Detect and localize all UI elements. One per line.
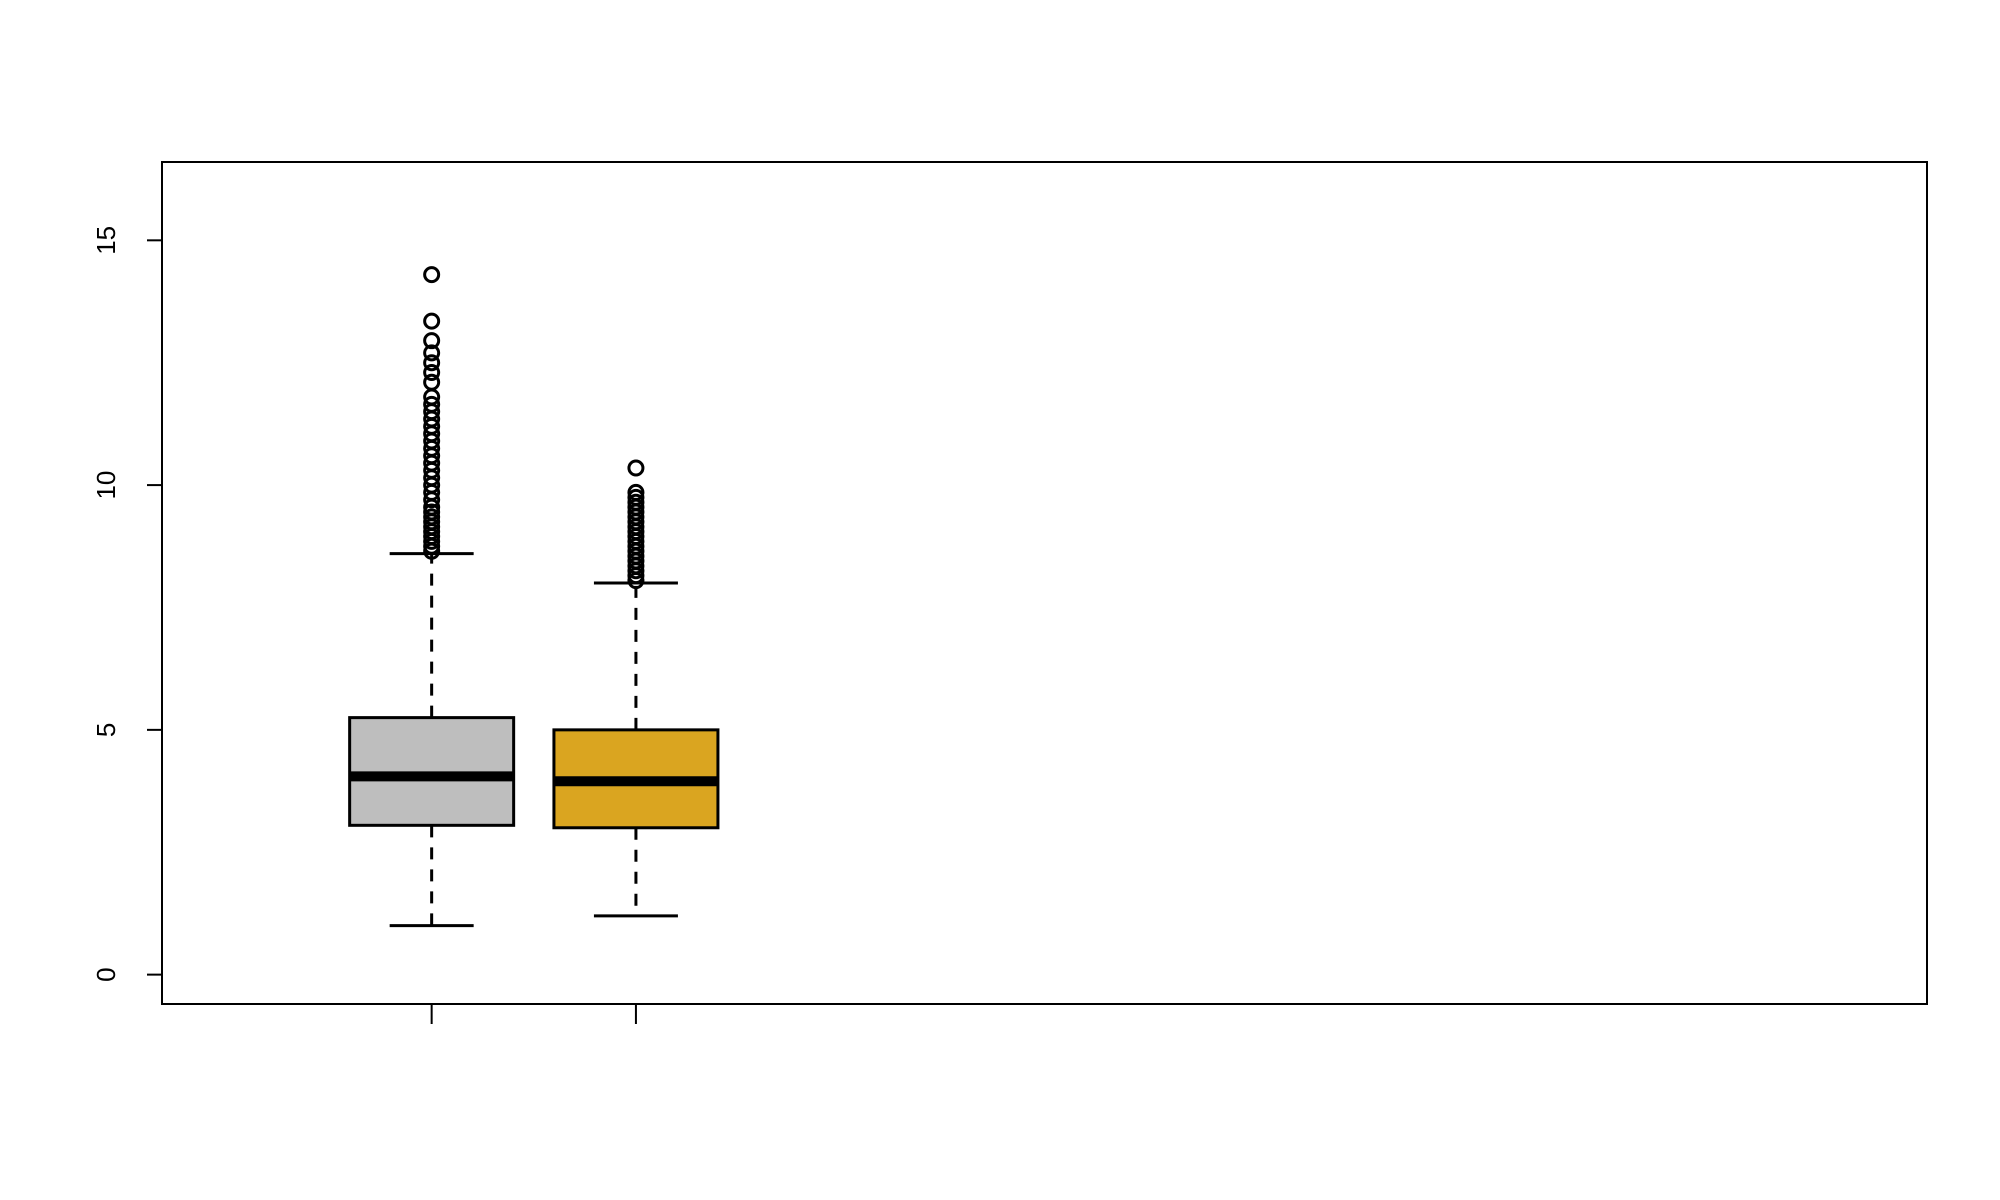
outlier-point xyxy=(627,488,645,506)
outlier-point xyxy=(423,508,441,526)
outlier-point xyxy=(423,266,441,284)
outlier-point xyxy=(627,493,645,511)
outlier-point xyxy=(423,395,441,413)
box-series xyxy=(348,266,720,928)
x-axis xyxy=(430,1004,637,1024)
outlier-point xyxy=(423,364,441,381)
outlier-point xyxy=(423,312,441,330)
y-axis: 0 5 10 15 xyxy=(91,226,163,982)
box-1 xyxy=(348,266,516,928)
y-tick-label: 5 xyxy=(91,723,121,737)
outlier-point xyxy=(627,483,645,501)
box-2 xyxy=(552,459,720,918)
plot-frame xyxy=(161,161,1928,1005)
outlier-point xyxy=(423,354,441,372)
y-tick-label: 0 xyxy=(91,967,121,981)
outlier-point xyxy=(627,459,645,477)
y-tick-label: 10 xyxy=(91,471,121,500)
outlier-point xyxy=(423,373,441,391)
outlier-point xyxy=(423,332,441,350)
y-tick-label: 15 xyxy=(91,226,121,255)
outlier-point xyxy=(423,503,441,521)
outlier-point xyxy=(423,344,441,362)
